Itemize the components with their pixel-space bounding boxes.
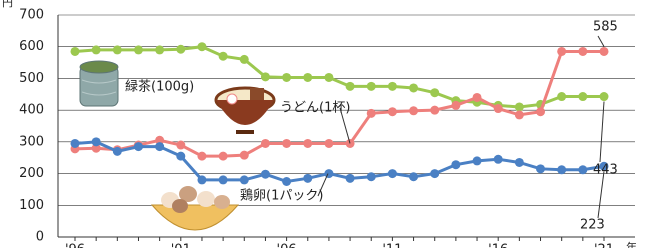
point xyxy=(155,142,164,151)
series-line xyxy=(75,47,604,107)
point xyxy=(282,73,291,82)
point xyxy=(282,177,291,186)
x-tick-label: '21 xyxy=(594,243,614,248)
point xyxy=(578,47,587,56)
point xyxy=(409,83,418,92)
y-tick-label: 700 xyxy=(19,8,44,23)
tea-icon xyxy=(80,61,118,106)
point xyxy=(219,52,228,61)
point xyxy=(303,73,312,82)
point xyxy=(197,42,206,51)
x-tick-label: '16 xyxy=(488,243,508,248)
point xyxy=(71,47,80,56)
egg-icon xyxy=(152,186,238,230)
point xyxy=(388,82,397,91)
point xyxy=(600,47,609,56)
y-tick-label: 300 xyxy=(19,134,44,149)
point xyxy=(557,92,566,101)
leader xyxy=(598,36,604,46)
point xyxy=(134,142,143,151)
point xyxy=(430,169,439,178)
point xyxy=(240,151,249,160)
series-label: 鶏卵(1パック) xyxy=(240,189,323,204)
point xyxy=(557,165,566,174)
point xyxy=(346,174,355,183)
x-tick-label: '01 xyxy=(171,243,191,248)
point xyxy=(240,55,249,64)
point xyxy=(240,175,249,184)
point xyxy=(388,107,397,116)
point xyxy=(176,141,185,150)
x-tick-label: '06 xyxy=(277,243,297,248)
point xyxy=(134,45,143,54)
point xyxy=(473,93,482,102)
x-tick-label: '11 xyxy=(382,243,402,248)
y-unit: 円 xyxy=(2,0,13,9)
point xyxy=(409,172,418,181)
point xyxy=(515,158,524,167)
series-label: 緑茶(100g) xyxy=(125,79,194,95)
point xyxy=(71,139,80,148)
point xyxy=(557,47,566,56)
point xyxy=(197,175,206,184)
x-unit: 年 xyxy=(626,240,637,248)
leader xyxy=(598,171,604,218)
point xyxy=(430,88,439,97)
point xyxy=(367,109,376,118)
point xyxy=(219,152,228,161)
point xyxy=(367,82,376,91)
point xyxy=(430,106,439,115)
annotation: 223 xyxy=(580,218,605,233)
point xyxy=(219,175,228,184)
y-tick-label: 0 xyxy=(36,230,44,245)
point xyxy=(324,73,333,82)
point xyxy=(303,174,312,183)
point xyxy=(282,139,291,148)
point xyxy=(176,152,185,161)
point xyxy=(324,169,333,178)
y-tick-label: 100 xyxy=(19,198,44,213)
x-tick-label: '96 xyxy=(65,243,85,248)
point xyxy=(261,72,270,81)
point xyxy=(536,107,545,116)
point xyxy=(409,106,418,115)
annotation: 585 xyxy=(593,20,618,35)
udon-icon xyxy=(216,88,274,134)
leader xyxy=(600,102,604,162)
point xyxy=(92,45,101,54)
point xyxy=(113,147,122,156)
point xyxy=(451,160,460,169)
point xyxy=(346,82,355,91)
point xyxy=(515,102,524,111)
point xyxy=(92,137,101,146)
point xyxy=(515,110,524,119)
point xyxy=(494,104,503,113)
point xyxy=(176,45,185,54)
point xyxy=(367,172,376,181)
point xyxy=(113,45,122,54)
point xyxy=(324,139,333,148)
point xyxy=(600,92,609,101)
y-tick-label: 500 xyxy=(19,71,44,86)
point xyxy=(346,139,355,148)
series-line xyxy=(75,142,604,182)
point xyxy=(494,155,503,164)
point xyxy=(536,164,545,173)
point xyxy=(261,139,270,148)
point xyxy=(261,170,270,179)
y-tick-label: 200 xyxy=(19,166,44,181)
point xyxy=(303,139,312,148)
chart: 円 年 0 100 200 300 400 500 600 700 '96 '01 '06 '11 '1… xyxy=(0,0,649,248)
point xyxy=(197,152,206,161)
y-tick-label: 400 xyxy=(19,103,44,118)
point xyxy=(578,165,587,174)
point xyxy=(473,156,482,165)
annotation: 443 xyxy=(593,163,618,178)
series-label: うどん(1杯) xyxy=(280,101,350,116)
point xyxy=(578,92,587,101)
point xyxy=(388,169,397,178)
point xyxy=(451,101,460,110)
point xyxy=(155,45,164,54)
y-tick-label: 600 xyxy=(19,39,44,54)
